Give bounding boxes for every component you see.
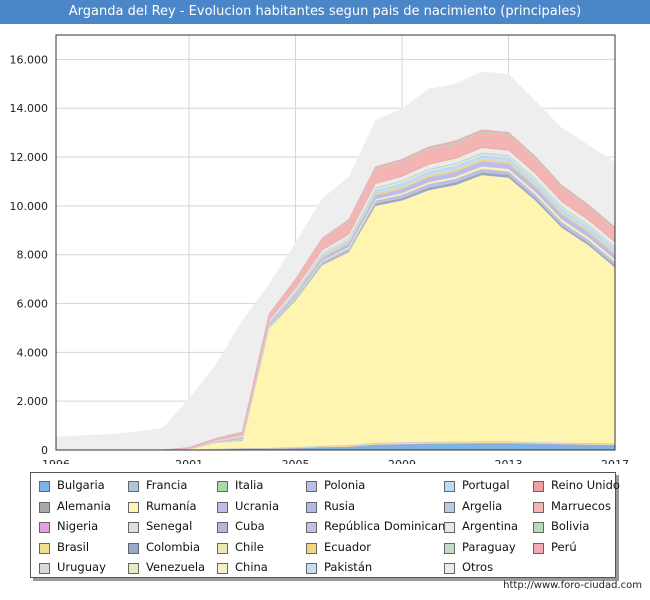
x-tick-label: 1996 (42, 458, 70, 464)
legend-label: Alemania (57, 498, 111, 513)
footer-url[interactable]: http://www.foro-ciudad.com (503, 580, 642, 591)
legend-label: Pakistán (324, 560, 373, 574)
y-tick-label: 6.000 (17, 298, 49, 311)
legend-label: Brasil (57, 539, 90, 554)
legend-swatch (39, 501, 50, 513)
y-tick-label: 14.000 (10, 102, 49, 115)
legend-swatch (128, 542, 139, 554)
y-tick-label: 0 (41, 444, 48, 457)
legend-label: Rusia (324, 498, 355, 513)
legend-label: Francia (146, 478, 188, 492)
legend-swatch (444, 501, 455, 513)
legend-swatch (217, 542, 228, 554)
legend-swatch (128, 563, 139, 574)
legend-swatch (217, 563, 228, 574)
y-tick-label: 4.000 (17, 346, 49, 359)
legend-swatch (444, 522, 455, 533)
legend-label: Reino Unido (551, 478, 620, 492)
legend-label: Portugal (462, 478, 510, 492)
legend-swatch (128, 501, 139, 513)
legend-swatch (306, 542, 317, 554)
plot-frame (55, 34, 616, 451)
legend-label: Paraguay (462, 539, 516, 554)
legend-swatch (217, 501, 228, 513)
legend-label: Senegal (146, 519, 193, 533)
legend-swatch (128, 522, 139, 533)
legend-label: China (235, 560, 268, 574)
x-tick-label: 2017 (601, 458, 629, 464)
x-tick-label: 2013 (495, 458, 523, 464)
legend-swatch (217, 522, 228, 533)
y-tick-label: 8.000 (17, 249, 49, 262)
series-area-bulgaria (56, 443, 615, 450)
legend-swatch (533, 542, 544, 554)
legend-label: Rumanía (146, 498, 197, 513)
legend-label: Polonia (324, 478, 366, 492)
series-area-rumanía (56, 175, 615, 450)
legend-swatch (444, 542, 455, 554)
legend-label: Perú (551, 539, 577, 554)
x-tick-label: 2001 (175, 458, 203, 464)
legend-swatch (39, 563, 50, 574)
legend-label: Chile (235, 539, 264, 554)
legend-swatch (128, 481, 139, 492)
legend-swatch (533, 522, 544, 533)
legend-label: Venezuela (146, 560, 206, 574)
legend-swatch (533, 481, 544, 492)
legend-label: Argelia (462, 498, 503, 513)
legend-label: Ecuador (324, 539, 371, 554)
chart-areas (56, 71, 616, 451)
legend-label: Otros (462, 560, 494, 574)
legend-label: Ucrania (235, 498, 280, 513)
legend-label: Italia (235, 478, 264, 492)
x-tick-label: 2009 (388, 458, 416, 464)
y-tick-label: 2.000 (17, 395, 49, 408)
y-axis-ticks: 0 2.000 4.000 6.000 8.000 10.000 12.000 14.000 1… (10, 53, 49, 457)
legend-label: República Dominicana (324, 519, 453, 533)
legend-swatch (306, 522, 317, 533)
chart-legend: Bulgaria Francia Italia Polonia Portugal Rein… (30, 472, 620, 578)
legend-label: Nigeria (57, 519, 99, 533)
legend-swatch (306, 563, 317, 574)
legend-swatch (39, 522, 50, 533)
legend-label: Argentina (462, 519, 519, 533)
legend-swatch (39, 481, 50, 492)
series-edge-perú (56, 129, 616, 451)
y-tick-label: 10.000 (10, 200, 49, 213)
legend-label: Bulgaria (57, 478, 105, 492)
legend-label: Uruguay (57, 560, 106, 574)
legend-swatch (217, 481, 228, 492)
y-tick-label: 12.000 (10, 151, 49, 164)
legend-swatch (533, 501, 544, 513)
x-tick-label: 2005 (282, 458, 310, 464)
x-axis-ticks: 1996 2001 2005 2009 2013 2017 (42, 458, 629, 464)
legend-label: Cuba (235, 519, 265, 533)
legend-swatch (444, 563, 455, 574)
legend-label: Bolivia (551, 519, 590, 533)
legend-swatch (444, 481, 455, 492)
legend-label: Colombia (146, 539, 201, 554)
legend-swatch (306, 501, 317, 513)
legend-label: Marruecos (551, 498, 611, 513)
legend-swatch (39, 542, 50, 554)
chart-title: Arganda del Rey - Evolucion habitantes s… (0, 0, 650, 24)
y-tick-label: 16.000 (10, 53, 49, 66)
stacked-area-chart: 0 2.000 4.000 6.000 8.000 10.000 12.000 14.000 1… (10, 34, 629, 464)
legend-swatch (306, 481, 317, 492)
